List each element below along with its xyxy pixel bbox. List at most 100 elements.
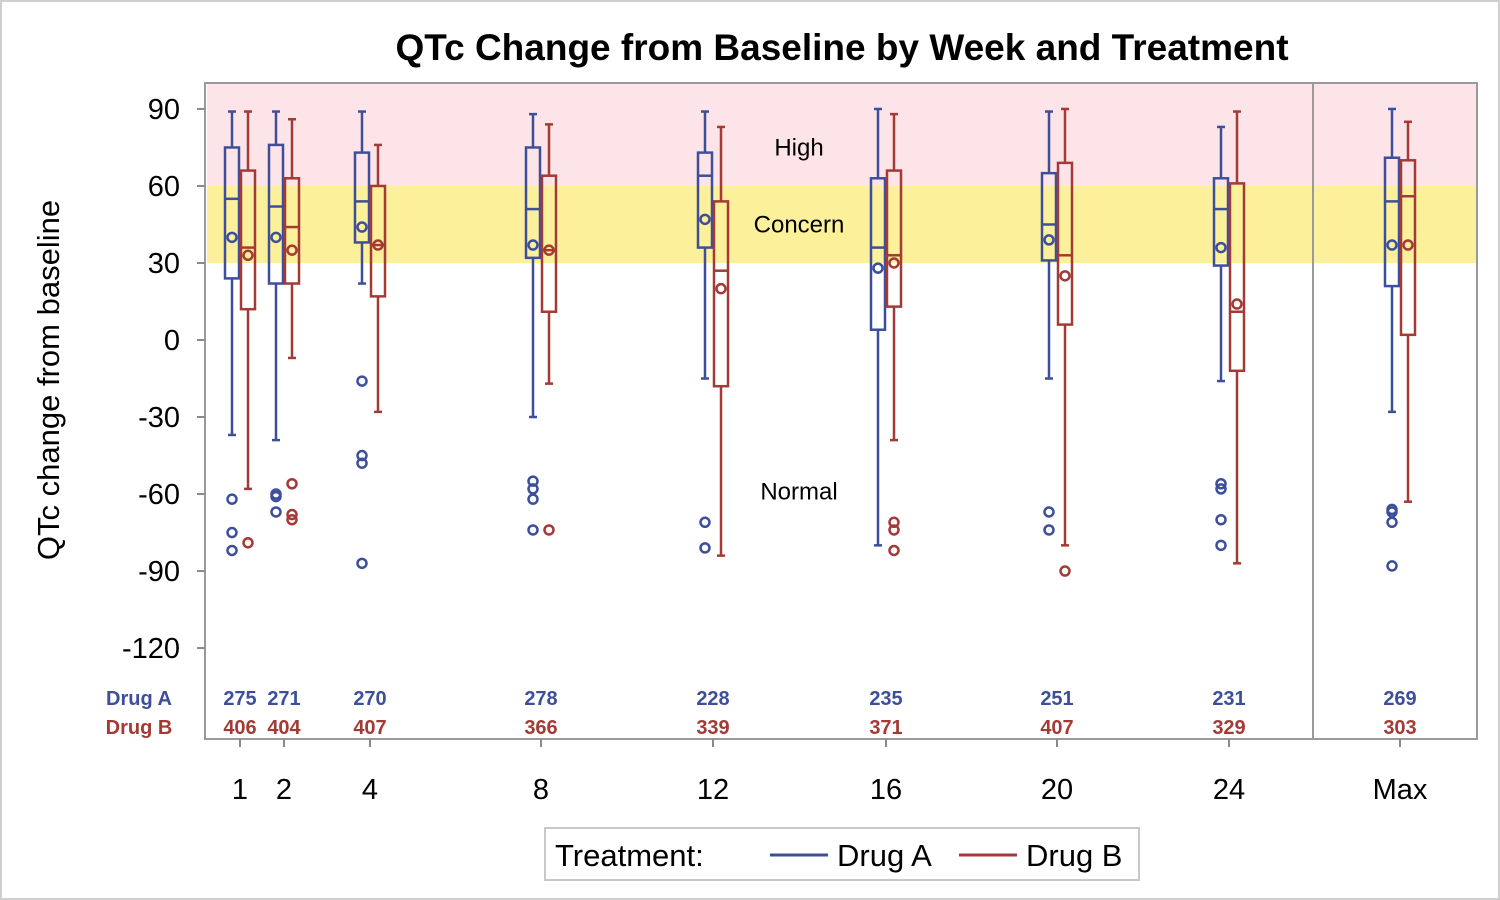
outlier-marker	[226, 493, 238, 505]
mean-marker	[1043, 234, 1055, 246]
count-drug-b: 303	[1383, 717, 1416, 739]
legend-label-drug-a: Drug A	[837, 838, 932, 873]
band-normal	[207, 262, 1476, 687]
x-tick-label: 4	[362, 774, 378, 806]
mean-marker	[1059, 270, 1071, 282]
mean-marker	[1215, 241, 1227, 254]
y-axis-title: QTc change from baseline	[31, 200, 66, 560]
outlier-marker	[270, 490, 282, 503]
outlier-marker	[1215, 513, 1227, 526]
outlier-marker	[1386, 506, 1398, 518]
x-tick-label: 16	[870, 774, 902, 806]
mean-marker	[872, 262, 884, 274]
count-drug-a: 271	[267, 688, 300, 710]
count-drug-b: 407	[353, 717, 386, 739]
outlier-marker	[1386, 560, 1398, 572]
outlier-marker	[242, 537, 254, 549]
outlier-marker	[356, 457, 368, 469]
box-drug-b-week-12	[712, 125, 730, 557]
count-drug-a: 228	[696, 688, 729, 710]
iqr-box	[369, 184, 387, 298]
y-tick-label: -60	[138, 479, 180, 511]
iqr-box	[267, 143, 285, 285]
box-drug-b-week-2	[283, 117, 301, 526]
outlier-marker	[1043, 506, 1055, 518]
outlier-marker	[1059, 565, 1071, 577]
patient-count-table: Drug A 275 271 270 278 228 235 251 231 269 Drug B 4…	[106, 688, 1417, 739]
outlier-marker	[888, 544, 900, 557]
count-row-label-drug-a: Drug A	[106, 688, 172, 710]
mean-marker	[226, 231, 238, 244]
band-label-high: High	[774, 134, 823, 161]
box-drug-b-week-max	[1399, 120, 1417, 503]
band-high	[207, 84, 1476, 186]
iqr-box	[869, 177, 887, 331]
x-tick-label: 12	[697, 774, 729, 806]
box-drug-a-week-20	[1040, 110, 1058, 536]
outlier-marker	[356, 375, 368, 387]
mean-marker	[286, 244, 298, 256]
box-drug-a-week-8	[524, 112, 542, 536]
legend-box	[544, 827, 1140, 881]
iqr-box	[223, 146, 241, 280]
reference-bands	[207, 84, 1476, 687]
outlier-marker	[888, 516, 900, 529]
y-tick-label: -120	[122, 633, 180, 665]
mean-marker	[699, 213, 711, 226]
x-tick-label: 24	[1213, 774, 1245, 806]
box-drug-b-week-16	[885, 112, 903, 557]
count-drug-b: 371	[869, 717, 902, 739]
box-drug-b-week-24	[1228, 110, 1246, 565]
box-drug-b-week-8	[540, 123, 558, 536]
band-label-concern: Concern	[754, 211, 845, 238]
y-axis: -120 -90 -60 -30 0 30 60 90	[122, 94, 205, 665]
iqr-box	[540, 174, 558, 314]
iqr-box	[1212, 177, 1230, 267]
chart-title: QTc Change from Baseline by Week and Tre…	[395, 27, 1288, 68]
count-drug-b: 329	[1212, 717, 1245, 739]
box-drug-a-week-16	[869, 107, 887, 547]
outlier-marker	[286, 508, 298, 521]
count-drug-a: 275	[223, 688, 256, 710]
box-drug-a-week-1	[223, 110, 241, 557]
outlier-marker	[1386, 516, 1398, 529]
iqr-box	[1040, 171, 1058, 262]
count-drug-a: 278	[524, 688, 557, 710]
outlier-marker	[527, 493, 539, 505]
box-drug-a-week-12	[696, 110, 714, 554]
iqr-box	[353, 151, 371, 244]
series-drug-a	[223, 107, 1401, 572]
mean-marker	[715, 282, 727, 295]
y-tick-label: -90	[138, 556, 180, 588]
band-label-normal: Normal	[760, 478, 837, 505]
legend: Treatment: Drug A Drug B	[544, 827, 1140, 881]
count-row-label-drug-b: Drug B	[106, 717, 173, 739]
x-tick-label: 8	[533, 774, 549, 806]
outlier-marker	[699, 516, 711, 529]
count-drug-a: 251	[1040, 688, 1073, 710]
count-drug-b: 339	[696, 717, 729, 739]
box-drug-a-week-4	[353, 110, 371, 570]
count-drug-a: 269	[1383, 688, 1416, 710]
box-drug-a-week-2	[267, 110, 285, 518]
y-tick-label: 90	[148, 94, 180, 126]
mean-marker	[527, 239, 539, 251]
x-tick-label: 20	[1041, 774, 1073, 806]
y-tick-label: 30	[148, 248, 180, 280]
outlier-marker	[1043, 524, 1055, 536]
x-tick-label: Max	[1373, 774, 1428, 806]
iqr-box	[1228, 182, 1246, 373]
iqr-box	[696, 151, 714, 249]
mean-marker	[372, 239, 384, 251]
outlier-marker	[286, 478, 298, 490]
x-tick-label: 1	[232, 774, 248, 806]
outlier-marker	[527, 483, 539, 495]
band-concern	[207, 185, 1476, 263]
mean-marker	[1402, 239, 1414, 251]
box-plot-series	[223, 107, 1417, 577]
x-axis: 1 2 4 8 12 16 20 24 Max	[232, 739, 1428, 806]
count-drug-a: 270	[353, 688, 386, 710]
x-tick-label: 2	[276, 774, 292, 806]
